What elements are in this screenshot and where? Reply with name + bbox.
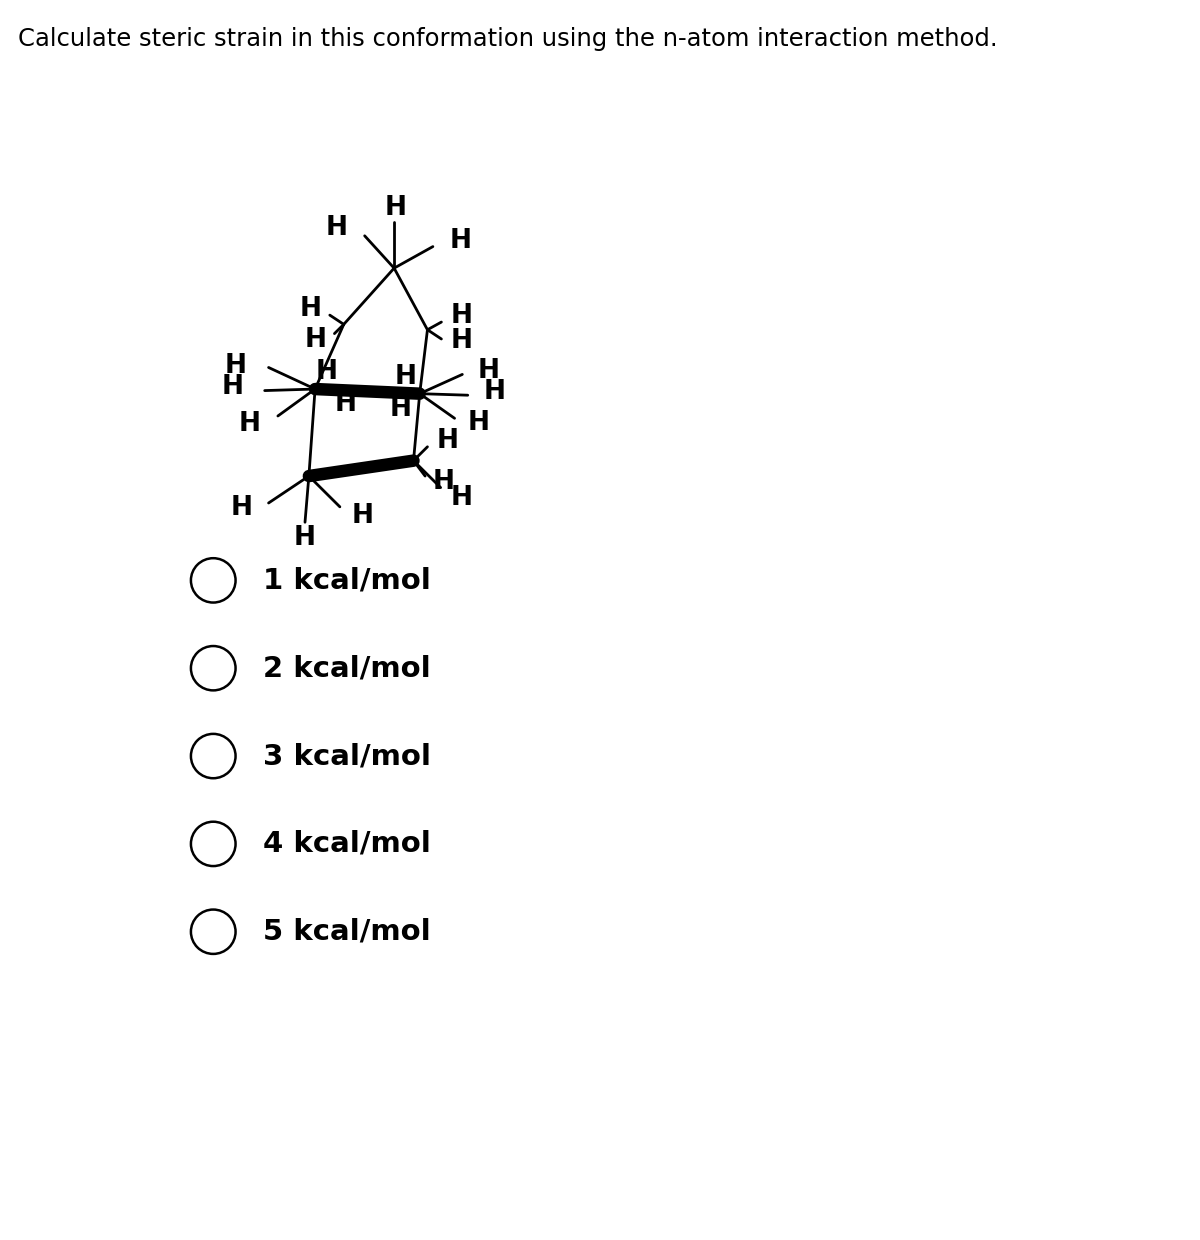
Text: H: H bbox=[437, 428, 458, 454]
Text: 4 kcal/mol: 4 kcal/mol bbox=[264, 830, 431, 858]
Text: 3 kcal/mol: 3 kcal/mol bbox=[264, 742, 432, 770]
Text: H: H bbox=[468, 410, 490, 436]
Text: H: H bbox=[484, 379, 505, 405]
Text: H: H bbox=[450, 228, 472, 254]
Text: H: H bbox=[325, 215, 348, 241]
Text: H: H bbox=[395, 363, 416, 389]
Text: H: H bbox=[294, 525, 316, 551]
Text: H: H bbox=[451, 303, 473, 329]
Text: H: H bbox=[316, 360, 337, 386]
Text: 5 kcal/mol: 5 kcal/mol bbox=[264, 918, 431, 946]
Text: H: H bbox=[478, 357, 500, 383]
Text: 1 kcal/mol: 1 kcal/mol bbox=[264, 567, 431, 594]
Text: Calculate steric strain in this conformation using the n-atom interaction method: Calculate steric strain in this conforma… bbox=[18, 27, 997, 51]
Text: H: H bbox=[222, 374, 244, 401]
Text: H: H bbox=[305, 327, 326, 352]
Text: H: H bbox=[385, 195, 407, 221]
Text: H: H bbox=[451, 485, 473, 511]
Text: H: H bbox=[224, 353, 247, 379]
Text: 2 kcal/mol: 2 kcal/mol bbox=[264, 655, 431, 682]
Text: H: H bbox=[433, 469, 455, 495]
Text: H: H bbox=[239, 410, 260, 436]
Text: H: H bbox=[352, 503, 373, 529]
Text: H: H bbox=[300, 296, 322, 322]
Text: H: H bbox=[232, 496, 253, 521]
Text: H: H bbox=[335, 392, 358, 418]
Text: H: H bbox=[451, 329, 473, 355]
Text: H: H bbox=[389, 396, 412, 422]
